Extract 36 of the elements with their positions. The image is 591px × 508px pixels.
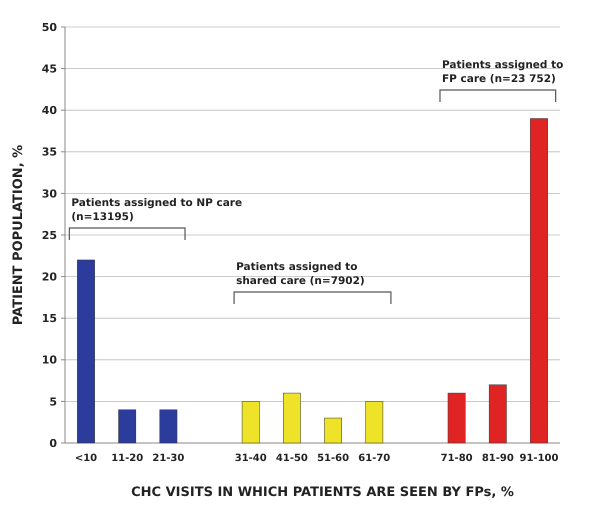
x-tick-label: 51-60 [317,453,350,464]
y-tick-label: 20 [42,270,58,284]
y-tick-label: 5 [49,395,57,408]
y-tick-label: 35 [42,146,57,159]
y-axis-title: PATIENT POPULATION, % [11,144,26,326]
x-tick-label: 21-30 [152,453,184,464]
bar [242,401,260,444]
y-tick-label: 25 [42,228,57,242]
bar [448,392,466,444]
x-tick-label: 61-70 [358,453,390,464]
annotation: Patients assigned to FP care (n=23 752) [442,59,564,85]
bar [77,260,95,444]
annotation: Patients assigned to shared care (n=7902) [236,261,365,287]
x-tick-label: 71-80 [440,453,473,464]
y-tick-label: 45 [42,62,57,76]
x-tick-label: <10 [74,453,98,464]
x-tick-label: 41-50 [276,453,308,464]
x-tick-label: 31-40 [234,453,267,464]
bar [324,418,342,444]
annotation: Patients assigned to NP care (n=13195) [71,197,242,223]
x-tick-label: 11-20 [111,453,144,464]
y-tick-label: 15 [42,312,57,326]
y-tick-label: 10 [42,354,58,367]
bar [118,409,136,444]
x-axis-title: CHC VISITS IN WHICH PATIENTS ARE SEEN BY FPs, % [131,485,514,500]
bar [488,384,507,444]
bar [283,392,301,444]
bar [530,118,548,444]
y-tick-label: 0 [49,436,58,450]
y-tick-label: 30 [42,187,58,200]
y-tick-label: 50 [42,20,58,34]
y-tick-label: 40 [42,104,58,118]
bar [159,409,178,444]
bar [365,401,384,444]
x-tick-label: 81-90 [482,453,514,464]
x-tick-label: 91-100 [520,453,559,464]
